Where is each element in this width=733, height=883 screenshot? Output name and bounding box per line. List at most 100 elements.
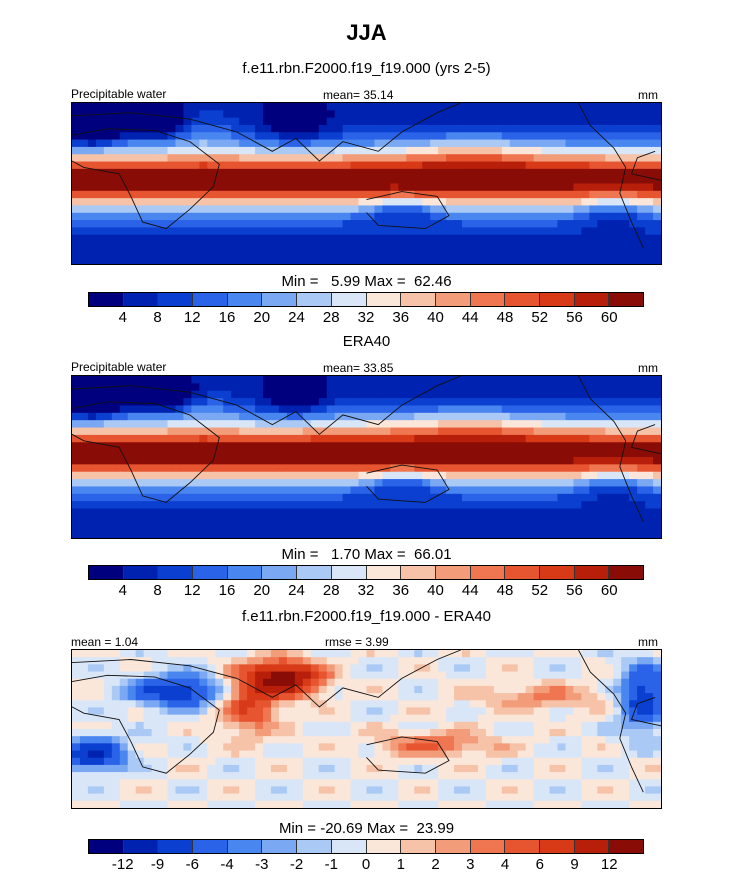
colorbar-tick-label: 40	[427, 582, 444, 599]
colorbar-swatch	[505, 566, 540, 579]
colorbar-swatch	[609, 566, 643, 579]
colorbar-swatch	[89, 840, 124, 853]
colorbar-swatch	[158, 840, 194, 853]
colorbar-tick-label: 9	[570, 856, 579, 873]
colorbar-swatch	[193, 840, 228, 853]
colorbar-swatch	[574, 566, 610, 579]
colorbar-tick-label: 8	[153, 582, 162, 599]
colorbar-swatch	[505, 840, 540, 853]
colorbar-swatch	[401, 840, 436, 853]
colorbar-tick-label: 8	[153, 309, 162, 326]
colorbar-swatch	[435, 566, 471, 579]
colorbar-tick-label: 16	[218, 309, 236, 326]
colorbar-tick-label: 4	[118, 582, 127, 599]
colorbar-swatch	[262, 840, 298, 853]
colorbar-swatch	[123, 566, 159, 579]
panel-1-colorbar-ticks: 4 8 12 16 20 24 28 32 36 40 44 48 52 56 60	[88, 309, 644, 327]
colorbar-tick-label: 44	[461, 582, 479, 599]
colorbar-swatch	[227, 566, 263, 579]
panel-2-map	[71, 375, 662, 539]
colorbar-swatch	[470, 840, 506, 853]
colorbar-tick-label: 36	[392, 582, 410, 599]
colorbar-tick-label: 28	[322, 309, 340, 326]
colorbar-tick-label: 48	[496, 309, 514, 326]
colorbar-tick-label: 32	[357, 582, 375, 599]
panel-2-map-field	[72, 376, 661, 538]
panel-3-colorbar	[88, 839, 644, 854]
panel-1-colorbar	[88, 292, 644, 307]
colorbar-swatch	[470, 293, 506, 306]
panel-2-colorbar	[88, 565, 644, 580]
colorbar-swatch	[331, 293, 367, 306]
colorbar-swatch	[539, 566, 575, 579]
colorbar-swatch	[193, 566, 228, 579]
colorbar-tick-label: 24	[288, 582, 305, 599]
colorbar-swatch	[297, 840, 332, 853]
panel-1-title: f.e11.rbn.F2000.f19_f19.000 (yrs 2-5)	[242, 60, 491, 77]
colorbar-swatch	[89, 566, 124, 579]
colorbar-tick-label: -4	[220, 856, 234, 873]
panel-2-units-label: mm	[638, 361, 658, 375]
colorbar-swatch	[331, 840, 367, 853]
colorbar-swatch	[401, 566, 436, 579]
colorbar-swatch	[297, 293, 332, 306]
colorbar-tick-label: -6	[185, 856, 199, 873]
panel-1-minmax: Min = 5.99 Max = 62.46	[281, 273, 452, 290]
colorbar-tick-label: 56	[566, 582, 583, 599]
colorbar-swatch	[366, 293, 402, 306]
colorbar-tick-label: 24	[288, 309, 305, 326]
colorbar-tick-label: 6	[535, 856, 544, 873]
colorbar-tick-label: 4	[500, 856, 510, 873]
colorbar-swatch	[435, 840, 471, 853]
panel-2-title: ERA40	[342, 333, 391, 350]
panel-3-map	[71, 649, 662, 809]
colorbar-swatch	[539, 840, 575, 853]
colorbar-swatch	[123, 840, 159, 853]
colorbar-tick-label: 12	[600, 856, 618, 873]
colorbar-tick-label: 0	[361, 856, 371, 873]
colorbar-tick-label: -1	[324, 856, 338, 873]
colorbar-tick-label: 20	[253, 309, 271, 326]
panel-3-map-field	[72, 650, 661, 808]
colorbar-tick-label: 28	[322, 582, 340, 599]
panel-3-minmax: Min = -20.69 Max = 23.99	[278, 820, 455, 837]
panel-3-mean-label: mean = 1.04	[71, 635, 139, 649]
panel-2-mean-label: mean= 33.85	[323, 361, 394, 375]
panel-1-map-field	[72, 103, 661, 264]
panel-3-colorbar-ticks: -12 -9 -6 -4 -3 -2 -1 0 1 2 3 4 6 9 12	[88, 856, 644, 874]
colorbar-tick-label: 52	[531, 309, 549, 326]
colorbar-swatch	[539, 293, 575, 306]
panel-1-map	[71, 102, 662, 265]
colorbar-tick-label: -12	[111, 856, 134, 873]
panel-2-variable-label: Precipitable water	[71, 360, 167, 374]
colorbar-swatch	[574, 840, 610, 853]
colorbar-tick-label: 40	[427, 309, 444, 326]
colorbar-tick-label: 12	[183, 309, 201, 326]
colorbar-tick-label: 56	[566, 309, 583, 326]
colorbar-tick-label: 16	[218, 582, 236, 599]
colorbar-tick-label: -3	[255, 856, 269, 873]
panel-2-minmax: Min = 1.70 Max = 66.01	[281, 546, 452, 563]
colorbar-swatch	[227, 293, 263, 306]
colorbar-tick-label: 60	[600, 309, 618, 326]
colorbar-swatch	[331, 566, 367, 579]
colorbar-swatch	[366, 566, 402, 579]
colorbar-tick-label: 36	[392, 309, 410, 326]
colorbar-swatch	[505, 293, 540, 306]
colorbar-swatch	[193, 293, 228, 306]
colorbar-swatch	[297, 566, 332, 579]
colorbar-tick-label: 52	[531, 582, 549, 599]
panel-1-mean-label: mean= 35.14	[323, 88, 394, 102]
colorbar-swatch	[262, 293, 298, 306]
colorbar-swatch	[609, 293, 643, 306]
colorbar-swatch	[401, 293, 436, 306]
colorbar-swatch	[435, 293, 471, 306]
colorbar-swatch	[366, 840, 402, 853]
colorbar-tick-label: 1	[396, 856, 405, 873]
colorbar-tick-label: 20	[253, 582, 271, 599]
colorbar-tick-label: -9	[150, 856, 165, 873]
colorbar-swatch	[123, 293, 159, 306]
panel-3-title: f.e11.rbn.F2000.f19_f19.000 - ERA40	[241, 608, 492, 625]
panel-3-rmse-label: rmse = 3.99	[325, 635, 389, 649]
panel-2-colorbar-ticks: 4 8 12 16 20 24 28 32 36 40 44 48 52 56 60	[88, 582, 644, 600]
